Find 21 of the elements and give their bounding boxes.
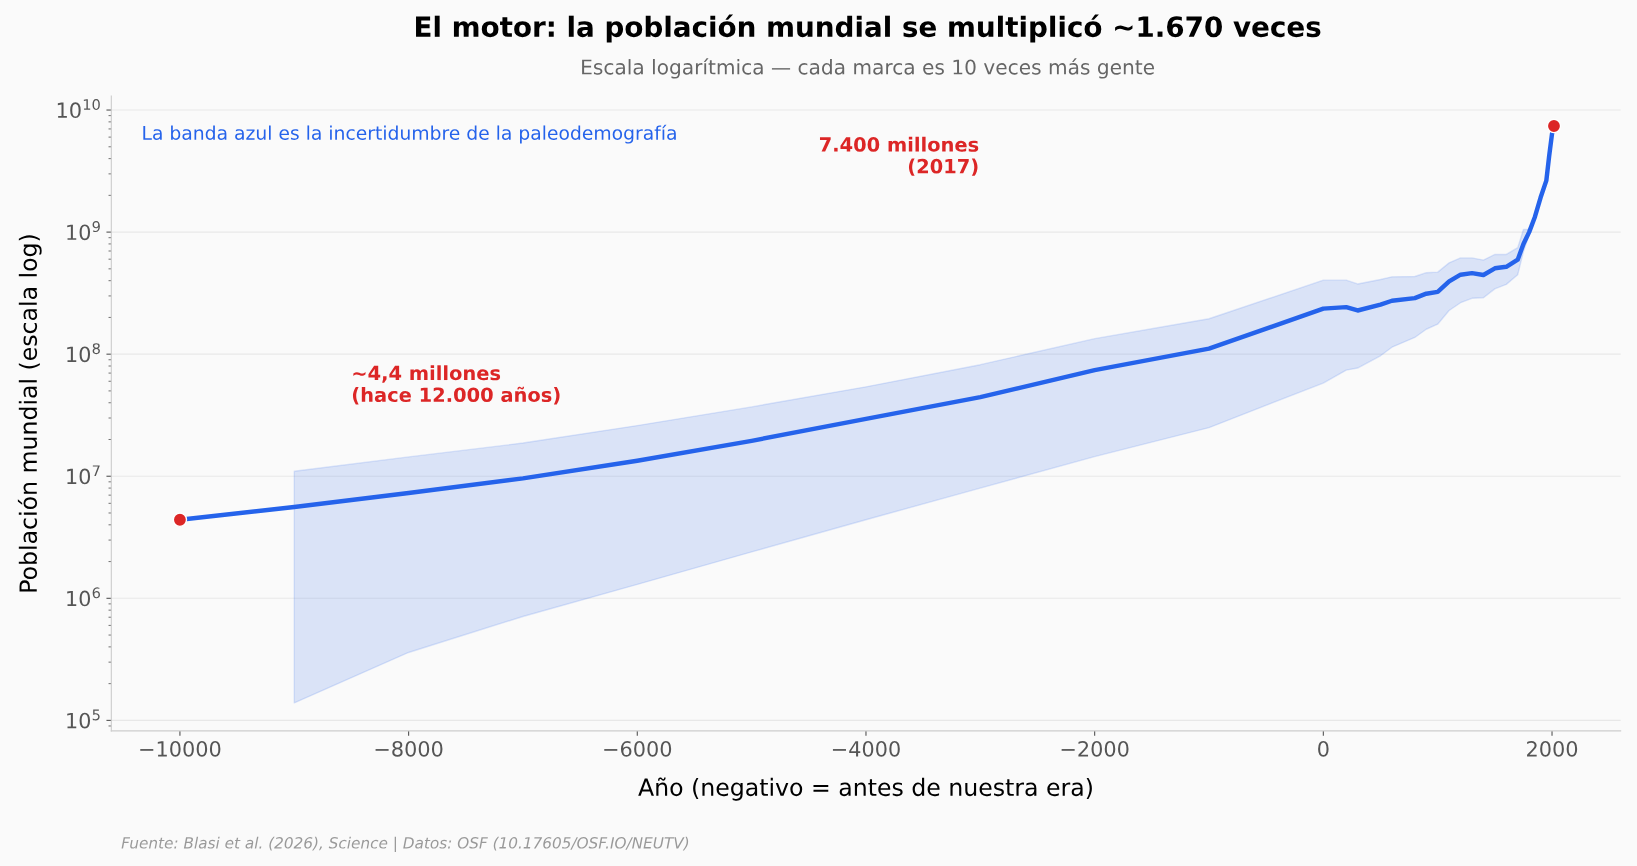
y-tick-label: 10$^{10}$: [57, 98, 100, 119]
x-axis-title: Año (negativo = antes de nuestra era): [638, 777, 1092, 801]
chart-subtitle: Escala logarítmica — cada marca es 10 veces más gente: [582, 58, 1155, 79]
y-tick-label: 10$^{5}$: [67, 709, 100, 729]
x-tick-label: −10000: [140, 740, 221, 757]
x-tick-label: −2000: [1061, 740, 1129, 757]
x-tick-label: 2000: [1527, 740, 1578, 757]
y-tick-label: 10$^{8}$: [67, 343, 100, 363]
x-tick-label: −4000: [832, 740, 900, 757]
x-tick-label: −6000: [604, 740, 672, 757]
source-note: Fuente: Blasi et al. (2026), Science | Datos: OSF (10.17605/OSF.IO/NEUTV): [121, 836, 689, 852]
y-tick-label: 10$^{6}$: [67, 587, 100, 607]
y-axis-title: Población mundial (escala log): [17, 235, 42, 592]
chart-title: El motor: la población mundial se multiplicó ~1.670 veces: [416, 14, 1321, 43]
y-tick-label: 10$^{9}$: [67, 221, 100, 241]
annotation: 7.400 millones (2017): [819, 136, 979, 176]
annotation: ~4,4 millones (hace 12.000 años): [352, 365, 560, 405]
y-tick-label: 10$^{7}$: [67, 465, 100, 485]
x-tick-label: 0: [1318, 740, 1329, 757]
annotation: La banda azul es la incertidumbre de la paleodemografía: [143, 124, 676, 144]
x-tick-label: −8000: [375, 740, 443, 757]
